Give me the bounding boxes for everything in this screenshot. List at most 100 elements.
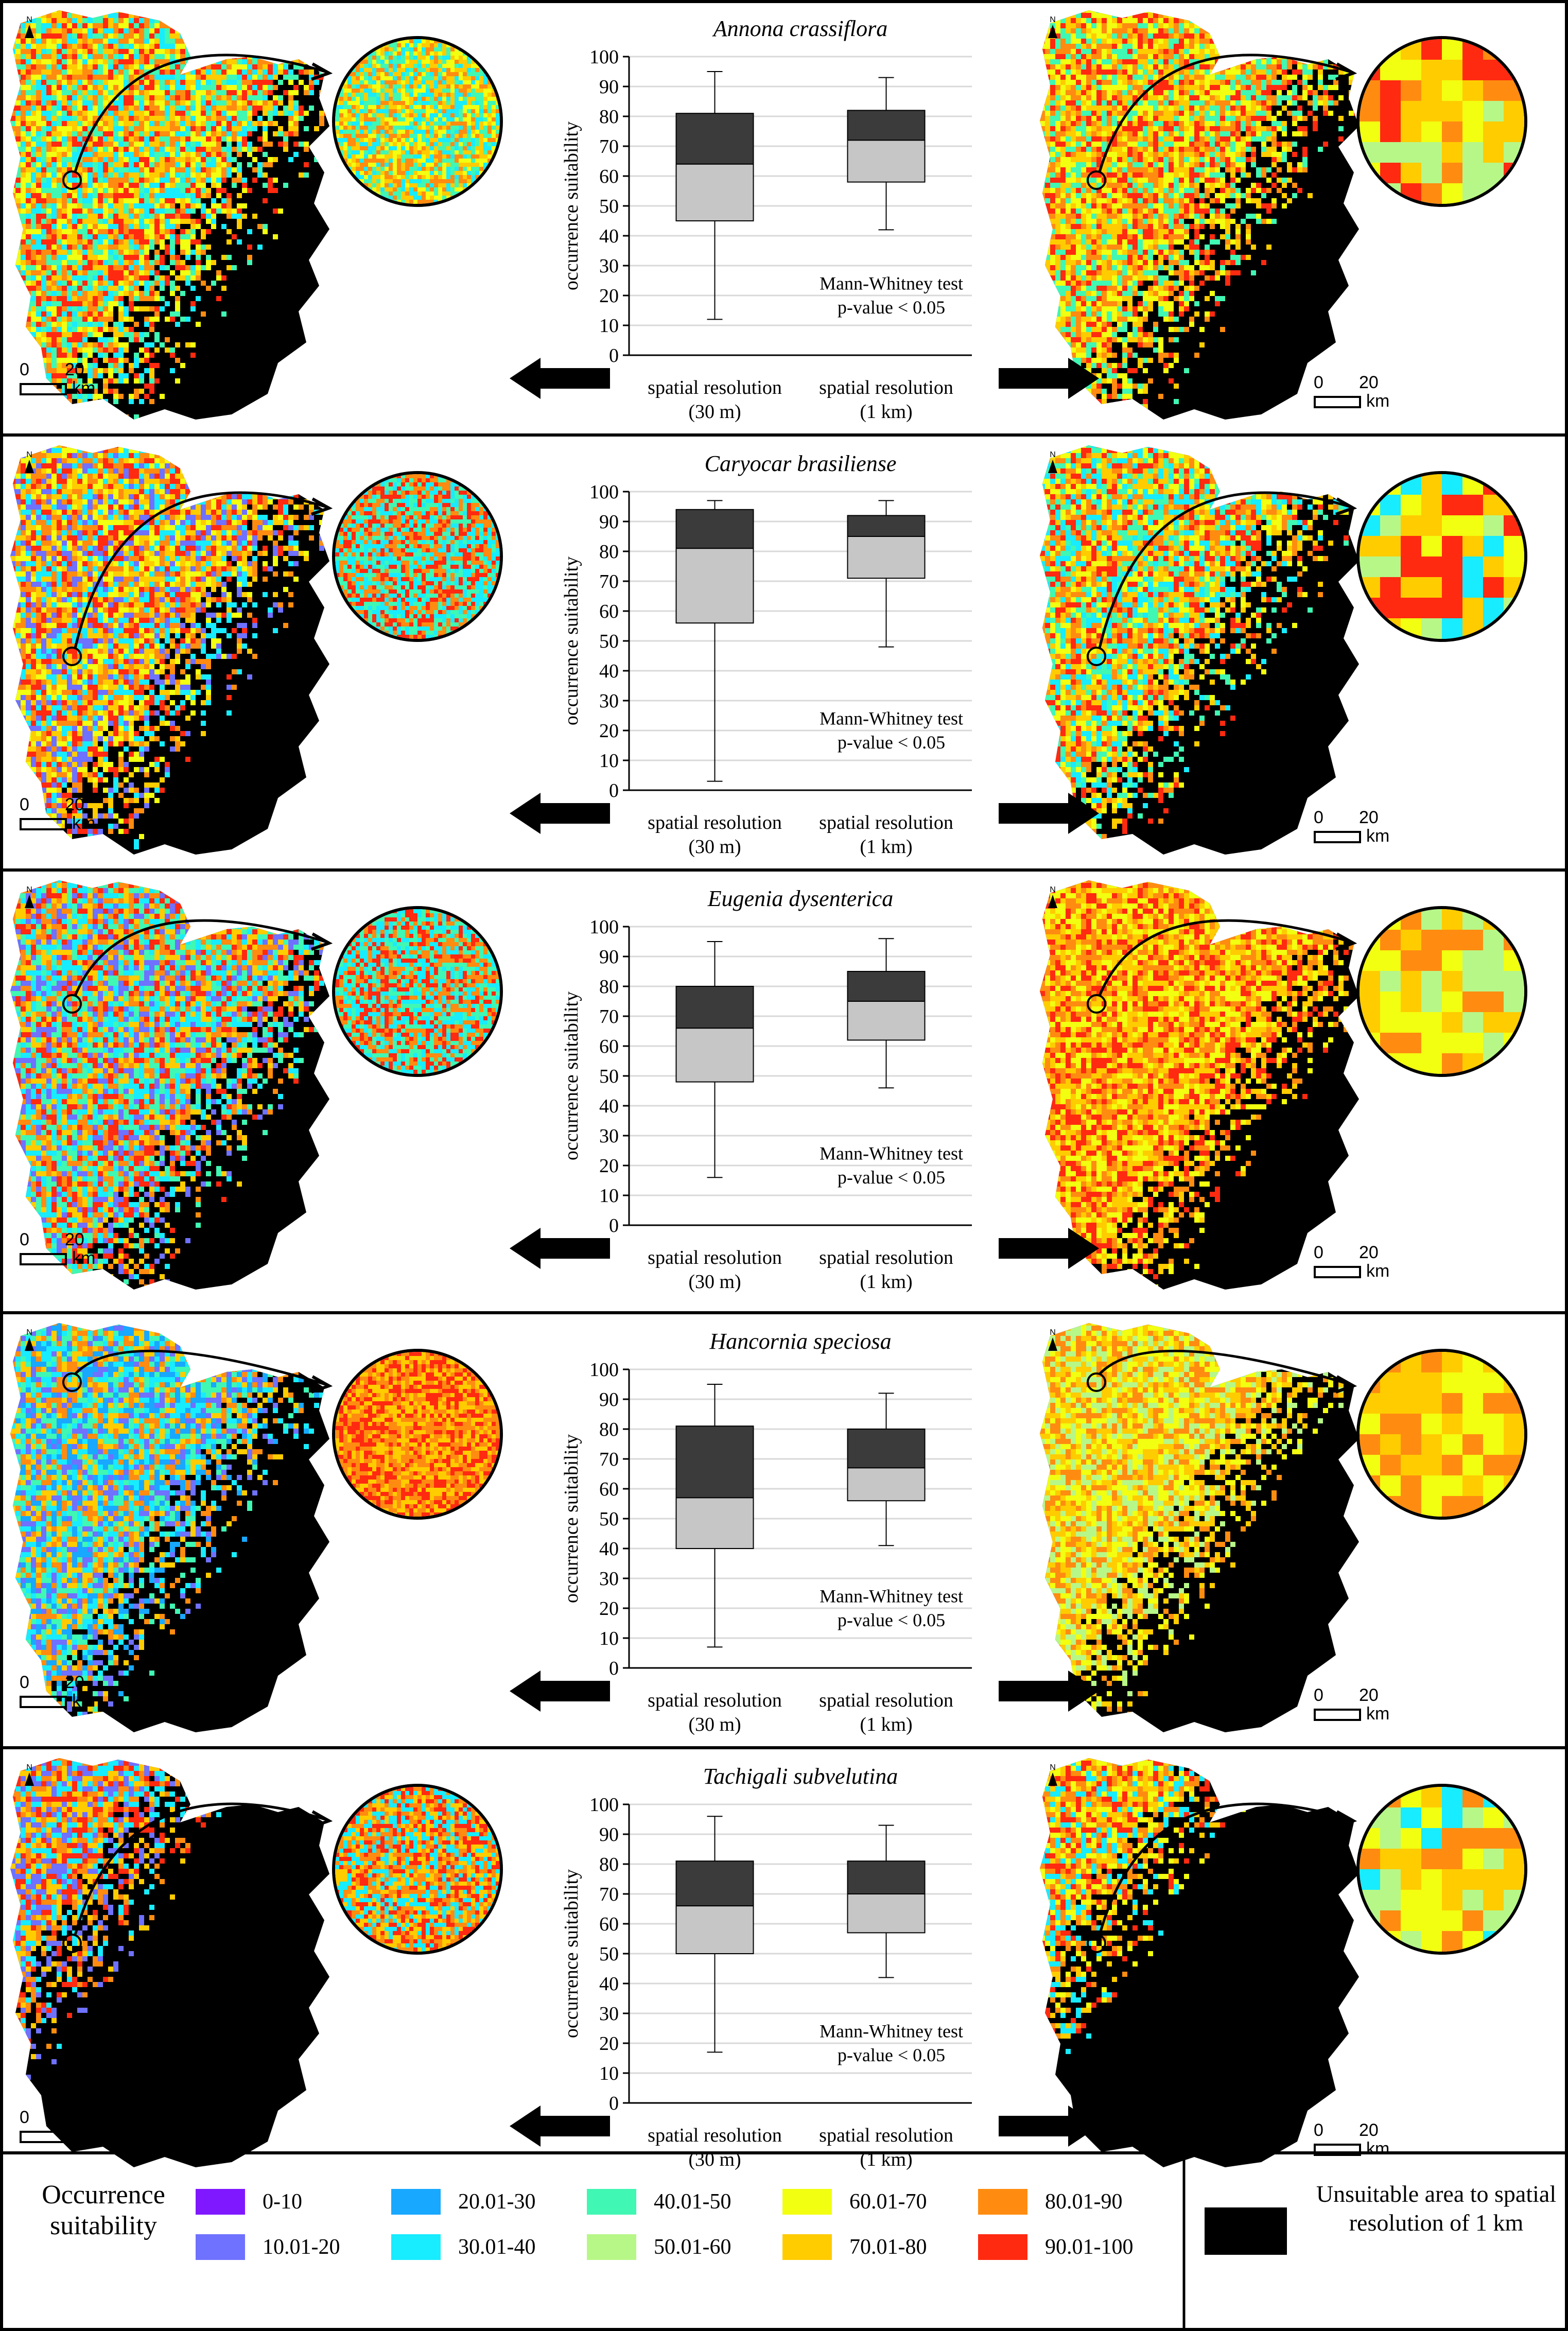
boxplot-chart: Eugenia dysenterica 0 10 20 30 40 50 60 70 80 90 10… bbox=[561, 886, 972, 1293]
y-tick-label: 40 bbox=[599, 1973, 619, 1995]
north-arrow-icon: N bbox=[22, 450, 37, 473]
y-tick-label: 0 bbox=[609, 1215, 619, 1237]
north-arrow-icon: N bbox=[1045, 450, 1060, 473]
legend-label: 70.01-80 bbox=[849, 2234, 927, 2260]
zoom-connector-arrow bbox=[1087, 1349, 1357, 1394]
legend-swatch bbox=[196, 2189, 245, 2215]
zoom-inset bbox=[332, 1349, 503, 1520]
zoom-connector-arrow bbox=[1087, 1802, 1357, 1953]
box-upper-quartile bbox=[675, 1425, 754, 1499]
y-tick-label: 50 bbox=[599, 1508, 619, 1530]
scale-bar: 0 20 km bbox=[20, 2108, 95, 2145]
y-tick-label: 0 bbox=[609, 780, 619, 802]
watershed-map bbox=[10, 1323, 329, 1732]
y-tick-label: 10 bbox=[599, 2063, 619, 2084]
box-lower-quartile bbox=[675, 163, 754, 221]
big-right-arrow bbox=[999, 1228, 1099, 1269]
y-tick-label: 60 bbox=[599, 166, 619, 187]
zoom-connector-arrow bbox=[1087, 491, 1357, 666]
scale-bar: 0 20 km bbox=[20, 795, 95, 832]
p-value-label: p-value < 0.05 bbox=[838, 732, 945, 753]
y-tick-label: 30 bbox=[599, 1568, 619, 1590]
zoom-connector-arrow bbox=[62, 919, 333, 1014]
y-tick-label: 100 bbox=[589, 46, 619, 68]
north-arrow-icon: N bbox=[22, 1328, 37, 1351]
y-tick-label: 80 bbox=[599, 541, 619, 563]
y-tick-label: 20 bbox=[599, 1598, 619, 1620]
zoom-connector-arrow bbox=[1087, 919, 1357, 1014]
y-tick-label: 10 bbox=[599, 1628, 619, 1649]
big-left-arrow bbox=[510, 358, 610, 399]
y-tick-label: 40 bbox=[599, 1538, 619, 1560]
test-label: Mann-Whitney test bbox=[820, 708, 963, 728]
box-upper-quartile bbox=[847, 110, 926, 141]
legend-label: 60.01-70 bbox=[849, 2189, 927, 2215]
y-tick-label: 50 bbox=[599, 631, 619, 652]
box-lower-quartile bbox=[675, 1905, 754, 1955]
watershed-map bbox=[10, 10, 329, 420]
zoom-connector-arrow bbox=[62, 1802, 333, 1953]
y-tick-label: 70 bbox=[599, 136, 619, 158]
y-tick-label: 0 bbox=[609, 1658, 619, 1679]
box-upper-quartile bbox=[675, 509, 754, 549]
y-tick-label: 100 bbox=[589, 1794, 619, 1816]
box-lower-quartile bbox=[847, 140, 926, 183]
big-left-arrow bbox=[510, 1671, 610, 1712]
scale-bar: 0 20 km bbox=[1314, 808, 1389, 845]
legend-swatch bbox=[978, 2234, 1027, 2260]
box-upper-quartile bbox=[675, 113, 754, 165]
y-tick-label: 90 bbox=[599, 76, 619, 98]
y-axis-label: occurrence suitability bbox=[561, 1869, 582, 2038]
scale-bar: 0 20 km bbox=[20, 360, 95, 397]
y-tick-label: 100 bbox=[589, 481, 619, 503]
y-tick-label: 80 bbox=[599, 1419, 619, 1440]
x-category-label: spatial resolution bbox=[648, 2125, 782, 2146]
box-lower-quartile bbox=[847, 1001, 926, 1041]
y-tick-label: 70 bbox=[599, 1884, 619, 1905]
x-category-label: spatial resolution bbox=[648, 1690, 782, 1711]
box-upper-quartile bbox=[675, 986, 754, 1029]
y-tick-label: 0 bbox=[609, 345, 619, 367]
zoom-connector-arrow bbox=[62, 54, 333, 190]
legend-label: 40.01-50 bbox=[654, 2189, 731, 2215]
watershed-map bbox=[1040, 1323, 1359, 1732]
y-tick-label: 50 bbox=[599, 1943, 619, 1965]
test-label: Mann-Whitney test bbox=[820, 1586, 963, 1606]
north-arrow-icon: N bbox=[22, 1763, 37, 1786]
y-tick-label: 80 bbox=[599, 1854, 619, 1875]
legend-label: 90.01-100 bbox=[1045, 2234, 1134, 2260]
box-lower-quartile bbox=[675, 548, 754, 624]
big-left-arrow bbox=[510, 1228, 610, 1269]
y-axis-label: occurrence suitability bbox=[561, 556, 582, 725]
legend-label: 50.01-60 bbox=[654, 2234, 731, 2260]
watershed-map bbox=[10, 445, 329, 855]
y-tick-label: 40 bbox=[599, 225, 619, 247]
test-label: Mann-Whitney test bbox=[820, 1143, 963, 1163]
chart-title: Hancornia speciosa bbox=[709, 1329, 891, 1354]
scale-bar: 0 20 km bbox=[1314, 373, 1389, 410]
big-left-arrow bbox=[510, 793, 610, 834]
big-right-arrow bbox=[999, 2106, 1099, 2147]
boxplot-chart: Caryocar brasiliense 0 10 20 30 40 50 60 70 80 90 1… bbox=[561, 451, 972, 858]
box-upper-quartile bbox=[847, 1860, 926, 1894]
big-right-arrow bbox=[999, 793, 1099, 834]
y-tick-label: 60 bbox=[599, 1478, 619, 1500]
y-tick-label: 30 bbox=[599, 2003, 619, 2025]
watershed-map bbox=[10, 880, 329, 1290]
y-tick-label: 20 bbox=[599, 2033, 619, 2055]
y-tick-label: 90 bbox=[599, 1389, 619, 1411]
y-tick-label: 30 bbox=[599, 255, 619, 277]
x-category-label: (1 km) bbox=[860, 1271, 912, 1293]
boxplot-chart: Hancornia speciosa 0 10 20 30 40 50 60 70 80 90 100… bbox=[561, 1329, 972, 1735]
legend-swatch bbox=[978, 2189, 1027, 2215]
legend-label: 80.01-90 bbox=[1045, 2189, 1123, 2215]
chart-title: Annona crassiflora bbox=[712, 16, 888, 41]
north-arrow-icon: N bbox=[22, 15, 37, 38]
unsuitable-swatch bbox=[1205, 2207, 1287, 2255]
boxplot-chart: Annona crassiflora 0 10 20 30 40 50 60 70 80 90 100… bbox=[561, 16, 972, 423]
x-category-label: spatial resolution bbox=[648, 377, 782, 398]
x-category-label: spatial resolution bbox=[648, 1247, 782, 1268]
y-tick-label: 20 bbox=[599, 720, 619, 742]
north-arrow-icon: N bbox=[22, 885, 37, 908]
y-tick-label: 50 bbox=[599, 1066, 619, 1087]
